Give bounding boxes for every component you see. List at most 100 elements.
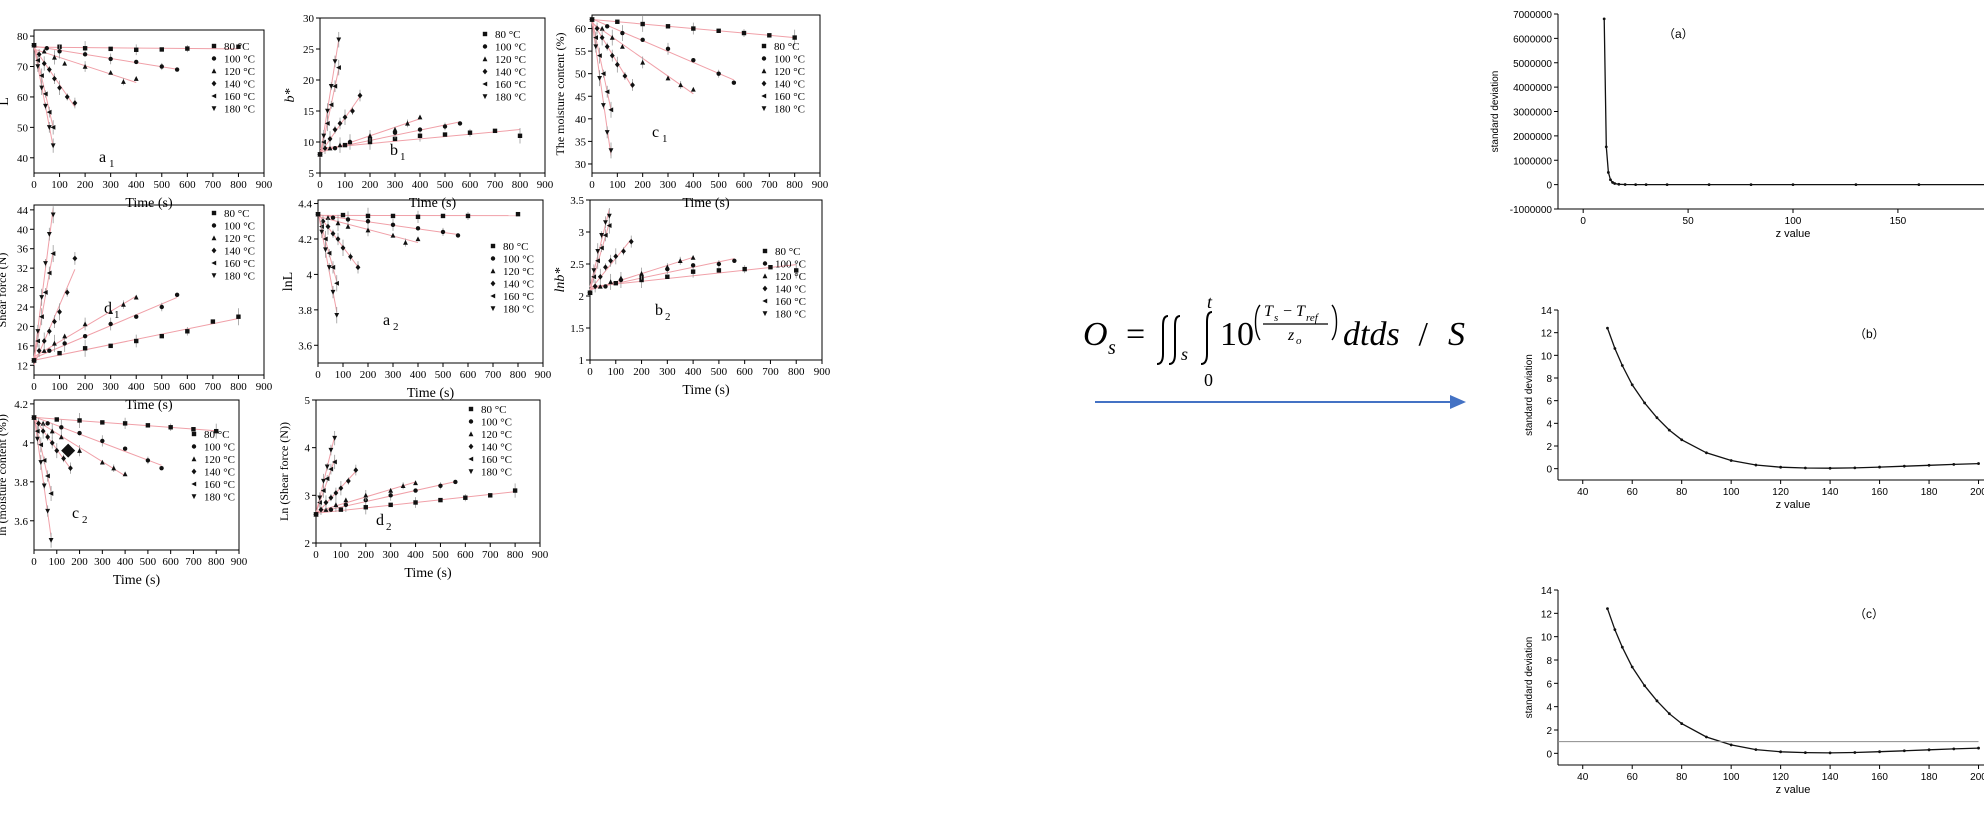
data-point [417, 114, 423, 120]
x-tick-label: 900 [535, 369, 552, 381]
x-tick-label: 700 [205, 381, 222, 393]
legend-label: 120 °C [224, 233, 255, 245]
data-point [322, 236, 328, 242]
x-tick-label: 900 [537, 179, 554, 191]
data-point [639, 270, 644, 276]
x-tick-label: 900 [812, 179, 829, 191]
panel-label: a [99, 149, 106, 166]
x-tick-label: 300 [660, 179, 677, 191]
data-point [50, 124, 56, 130]
x-tick-label: 700 [487, 179, 504, 191]
panel-label-sub: 1 [662, 133, 668, 145]
data-point [690, 263, 696, 268]
plot-frame [591, 14, 821, 174]
formula-integral-sub: s [1181, 344, 1188, 364]
data-point [640, 21, 645, 27]
legend-label: 140 °C [481, 442, 512, 454]
data-point [72, 255, 78, 262]
data-point [716, 261, 722, 267]
data-point [100, 420, 105, 425]
data-point [1729, 743, 1733, 747]
legend-label: 160 °C [503, 291, 534, 303]
data-point [319, 229, 325, 235]
x-tick-label: 300 [102, 381, 119, 393]
data-point [64, 94, 70, 100]
legend-label: 120 °C [774, 66, 805, 78]
data-point [405, 120, 410, 126]
data-point [621, 248, 626, 255]
data-point [600, 71, 606, 77]
legend-marker [761, 43, 767, 49]
legend-marker [211, 223, 217, 228]
legend-label: 180 °C [224, 271, 255, 283]
legend-label: 140 °C [224, 79, 255, 91]
data-point [41, 457, 47, 463]
data-point [337, 120, 343, 127]
legend-label: 140 °C [774, 79, 805, 91]
plot-frame [33, 29, 265, 174]
legend-label: 120 °C [204, 454, 235, 466]
data-point [599, 34, 605, 41]
data-point [403, 239, 408, 245]
legend-marker [482, 68, 488, 75]
legend-label: 180 °C [503, 304, 534, 316]
formula-lhs-sub: s [1108, 337, 1116, 359]
x-tick-label: 800 [510, 369, 527, 381]
data-point [159, 465, 164, 471]
x-tick-label: 100 [333, 549, 350, 561]
legend-label: 160 °C [224, 258, 255, 270]
y-tick-label: 3.5 [570, 195, 584, 207]
data-point [108, 343, 113, 349]
data-point [603, 220, 608, 226]
legend-label: 160 °C [775, 296, 806, 308]
data-point [593, 35, 598, 40]
data-point [595, 249, 601, 254]
x-tick-label: 0 [589, 179, 595, 191]
y-tick-label: 3 [579, 227, 585, 239]
legend-label: 100 °C [775, 259, 806, 271]
y-axis-label: standard deviation [1524, 637, 1535, 719]
fit-line [591, 19, 612, 110]
data-point [82, 52, 88, 57]
x-tick-label: 100 [608, 366, 625, 378]
y-tick-label: 2 [1546, 726, 1552, 737]
data-point [640, 59, 646, 65]
data-point [62, 60, 68, 66]
y-tick-label: 50 [17, 122, 29, 134]
plot-frame [589, 199, 823, 361]
data-point [108, 321, 113, 327]
fit-line [33, 415, 52, 492]
data-point [1655, 699, 1659, 703]
data-point [42, 91, 48, 97]
y-tick-label: 24 [17, 302, 29, 314]
x-tick-label: 200 [360, 369, 377, 381]
y-tick-label: 20 [17, 321, 29, 333]
formula-lhs: O [1083, 316, 1108, 353]
legend-label: 80 °C [503, 241, 529, 253]
y-tick-label: 50 [575, 69, 587, 81]
data-point [628, 238, 634, 245]
data-point [62, 333, 68, 339]
data-point [133, 76, 139, 81]
legend-marker [482, 31, 488, 37]
data-point [317, 152, 323, 158]
data-point [1927, 748, 1931, 752]
data-point [365, 219, 371, 224]
y-tick-label: 4.2 [298, 234, 312, 246]
data-point [413, 488, 418, 493]
data-point [792, 35, 797, 40]
data-point [41, 60, 47, 67]
data-point [327, 145, 333, 151]
data-point [330, 289, 336, 295]
y-tick-label: 70 [17, 62, 29, 74]
data-point [390, 222, 396, 228]
legend-marker [762, 248, 768, 254]
fit-line [315, 481, 456, 514]
panel-label: d [104, 300, 112, 317]
data-point [1779, 750, 1783, 754]
data-point [604, 130, 610, 136]
data-point [1630, 665, 1634, 669]
x-tick-label: 700 [762, 366, 779, 378]
